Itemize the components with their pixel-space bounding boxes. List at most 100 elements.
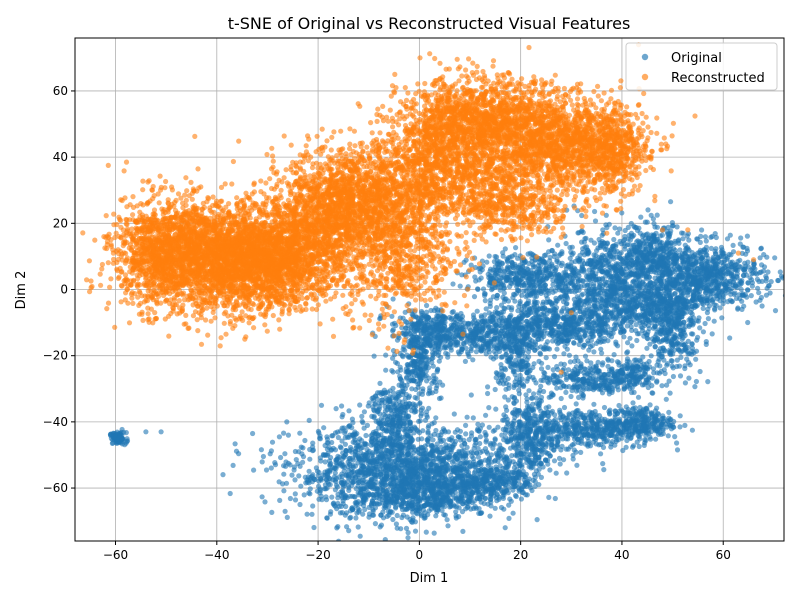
data-point — [361, 463, 367, 469]
data-point — [259, 459, 265, 465]
data-point — [518, 451, 524, 457]
data-point — [635, 428, 641, 434]
data-point — [652, 413, 658, 420]
data-point — [510, 481, 516, 487]
data-point — [545, 421, 551, 427]
data-point — [614, 378, 621, 384]
data-point — [524, 444, 530, 450]
data-point — [378, 391, 384, 397]
data-point — [567, 359, 574, 365]
data-point — [498, 354, 504, 360]
data-point — [397, 376, 404, 382]
data-point — [373, 442, 379, 448]
data-point — [310, 503, 316, 509]
data-point — [426, 405, 432, 411]
data-point — [362, 440, 368, 446]
data-point — [282, 451, 288, 457]
data-point — [533, 443, 539, 449]
data-point — [394, 525, 400, 531]
data-point — [553, 434, 560, 440]
data-point — [371, 397, 377, 403]
data-point — [625, 340, 631, 346]
data-point — [560, 413, 566, 419]
data-point — [344, 495, 350, 501]
data-point — [283, 459, 289, 465]
data-point — [362, 506, 368, 513]
data-point — [119, 437, 125, 443]
data-point — [333, 406, 339, 412]
data-point — [366, 448, 372, 454]
data-point — [296, 473, 302, 479]
data-point — [431, 420, 437, 426]
data-point — [590, 433, 596, 439]
data-point — [314, 468, 321, 474]
data-point — [387, 437, 393, 443]
data-point — [425, 430, 431, 436]
data-point — [291, 464, 297, 470]
data-point — [415, 381, 421, 387]
data-point — [416, 334, 422, 340]
data-point — [588, 360, 594, 366]
data-point — [390, 327, 396, 333]
data-point — [548, 390, 555, 396]
data-point — [377, 466, 383, 472]
data-point — [451, 411, 457, 417]
data-point — [416, 369, 422, 376]
data-point — [619, 370, 625, 376]
data-point — [381, 478, 387, 485]
data-point — [620, 447, 626, 454]
data-point — [487, 474, 493, 480]
data-point — [402, 428, 408, 434]
data-point — [437, 435, 443, 441]
data-point — [503, 488, 509, 494]
data-point — [531, 461, 537, 467]
data-point — [573, 354, 579, 360]
data-point — [269, 439, 276, 445]
data-point — [341, 468, 347, 474]
data-point — [654, 405, 660, 411]
data-point — [251, 467, 257, 473]
data-point — [377, 403, 383, 410]
data-point — [639, 382, 646, 388]
data-point — [324, 446, 330, 452]
data-point — [534, 517, 540, 523]
data-point — [307, 491, 313, 497]
data-point — [436, 358, 442, 364]
data-point — [310, 440, 316, 446]
data-point — [468, 433, 475, 439]
data-point — [342, 512, 348, 518]
data-point — [430, 363, 436, 369]
data-point — [611, 427, 618, 433]
data-point — [480, 491, 486, 497]
data-point — [361, 409, 367, 415]
data-point — [621, 386, 628, 392]
data-point — [488, 440, 494, 446]
data-point — [309, 511, 315, 517]
data-point — [300, 459, 306, 465]
data-point — [654, 379, 660, 385]
data-point — [393, 396, 399, 402]
data-point — [644, 430, 650, 436]
data-point — [585, 378, 591, 384]
data-point — [589, 417, 595, 423]
data-point — [615, 343, 621, 349]
data-point — [536, 454, 542, 460]
data-point — [368, 433, 374, 439]
data-point — [465, 480, 471, 486]
data-point — [297, 501, 303, 508]
data-point — [506, 460, 512, 466]
data-point — [591, 401, 597, 407]
data-point — [507, 496, 513, 502]
data-point — [648, 436, 654, 442]
data-point — [371, 408, 377, 414]
data-point — [419, 310, 425, 316]
data-point — [522, 426, 529, 433]
data-point — [473, 436, 479, 442]
data-point — [382, 451, 388, 457]
data-point — [599, 362, 605, 368]
data-point — [422, 417, 429, 423]
data-point — [431, 431, 437, 437]
data-point — [395, 412, 401, 418]
data-point — [593, 441, 599, 447]
